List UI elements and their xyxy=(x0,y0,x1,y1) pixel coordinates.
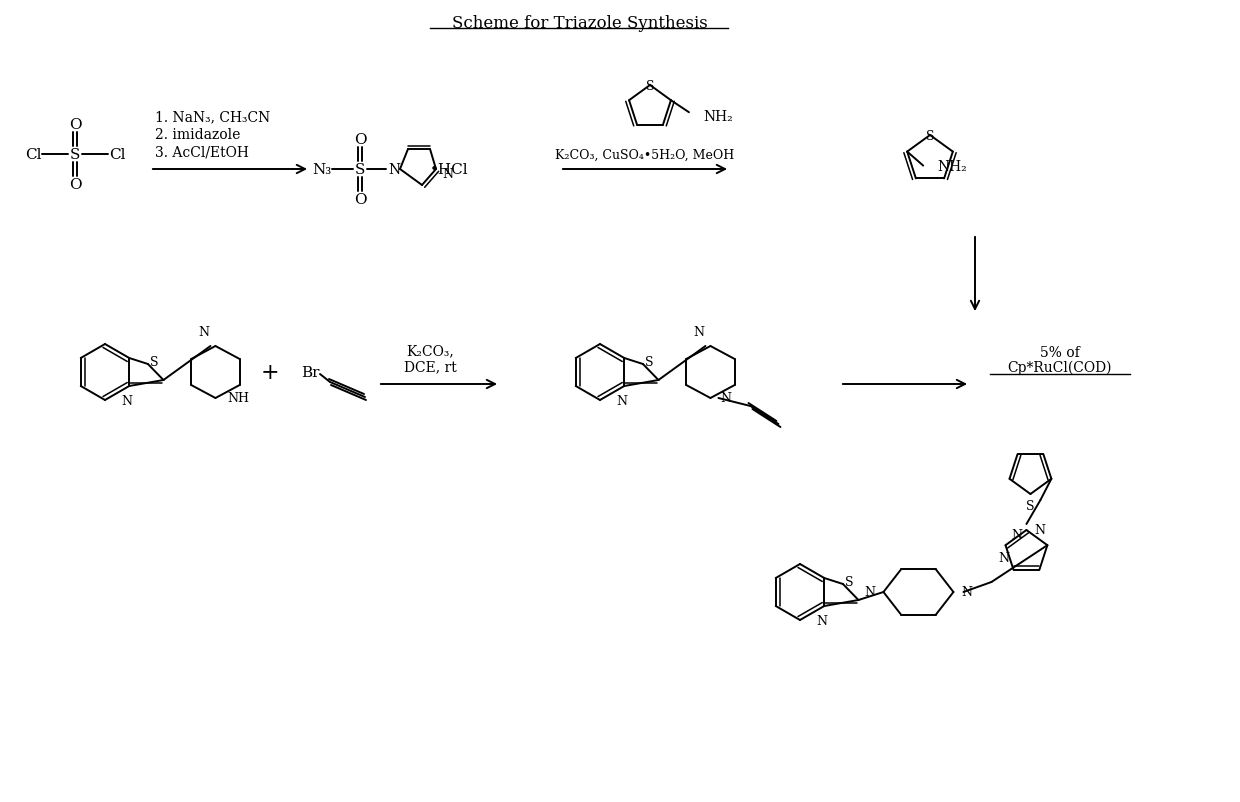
Text: N: N xyxy=(998,551,1009,564)
Text: K₂CO₃,: K₂CO₃, xyxy=(407,343,454,358)
Text: 2. imidazole: 2. imidazole xyxy=(155,128,241,142)
Text: S: S xyxy=(645,356,653,369)
Text: 5% of: 5% of xyxy=(1040,346,1080,359)
Text: N: N xyxy=(961,585,972,599)
Text: DCE, rt: DCE, rt xyxy=(404,359,456,374)
Text: NH₂: NH₂ xyxy=(937,160,967,173)
Text: Cl: Cl xyxy=(109,148,125,162)
Text: O: O xyxy=(68,178,82,192)
Text: Scheme for Triazole Synthesis: Scheme for Triazole Synthesis xyxy=(453,14,708,31)
Text: NH: NH xyxy=(227,392,249,405)
Text: N: N xyxy=(720,392,732,405)
Text: N: N xyxy=(616,395,627,407)
Text: S: S xyxy=(150,356,159,369)
Text: S: S xyxy=(355,163,366,176)
Text: N: N xyxy=(1034,524,1045,537)
Text: 3. AcCl/EtOH: 3. AcCl/EtOH xyxy=(155,146,249,160)
Text: N: N xyxy=(388,163,401,176)
Text: S: S xyxy=(1027,500,1034,512)
Text: N: N xyxy=(122,395,133,407)
Text: O: O xyxy=(353,192,366,207)
Text: N: N xyxy=(1012,529,1023,541)
Text: +: + xyxy=(260,362,279,383)
Text: K₂CO₃, CuSO₄•5H₂O, MeOH: K₂CO₃, CuSO₄•5H₂O, MeOH xyxy=(556,149,734,162)
Text: N: N xyxy=(441,168,453,181)
Text: S: S xyxy=(926,129,934,142)
Text: •HCl: •HCl xyxy=(430,163,469,176)
Text: Cl: Cl xyxy=(25,148,41,162)
Text: S: S xyxy=(844,576,853,589)
Text: O: O xyxy=(353,133,366,147)
Text: Br: Br xyxy=(301,366,319,379)
Text: N: N xyxy=(864,585,875,599)
Text: N: N xyxy=(693,326,704,338)
Text: N: N xyxy=(198,326,210,338)
Text: N₃: N₃ xyxy=(312,163,331,176)
Text: N: N xyxy=(817,614,828,627)
Text: O: O xyxy=(68,118,82,132)
Text: S: S xyxy=(646,79,655,92)
Text: 1. NaN₃, CH₃CN: 1. NaN₃, CH₃CN xyxy=(155,110,270,124)
Text: S: S xyxy=(69,148,81,162)
Text: Cp*RuCl(COD): Cp*RuCl(COD) xyxy=(1008,360,1112,375)
Text: NH₂: NH₂ xyxy=(703,110,733,124)
